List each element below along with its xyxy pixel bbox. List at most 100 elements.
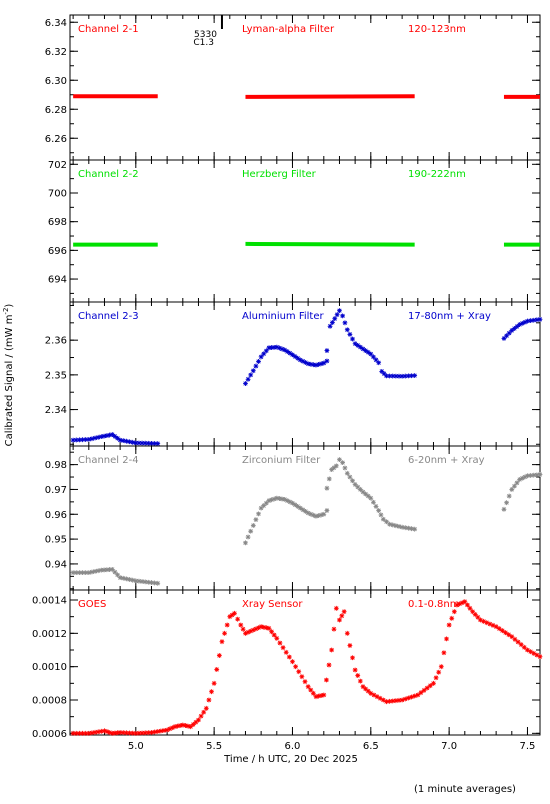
x-tick-label: 6.0 [285, 741, 301, 752]
data-point [149, 730, 154, 735]
data-point [167, 726, 173, 732]
channel-label: Channel 2-1 [78, 24, 139, 35]
data-point [534, 317, 540, 323]
data-point [300, 507, 306, 513]
data-point [89, 730, 95, 736]
data-point [107, 567, 112, 572]
data-point [377, 695, 383, 701]
data-point [164, 727, 170, 733]
data-point [387, 373, 392, 379]
data-point [219, 639, 225, 645]
data-point [198, 713, 204, 719]
data-point [519, 475, 525, 481]
data-point [347, 474, 353, 480]
data-point [318, 361, 324, 367]
data-point [337, 617, 342, 623]
data-point [517, 322, 523, 327]
data-point [341, 609, 347, 615]
data-point [271, 344, 277, 350]
data-point [101, 433, 107, 439]
data-point [384, 519, 389, 525]
data-point [337, 308, 342, 314]
data-point [326, 662, 332, 668]
data-point [287, 350, 293, 356]
data-point [337, 457, 342, 463]
data-point [145, 730, 151, 736]
data-point [290, 500, 295, 506]
y-tick-label: 700 [48, 188, 67, 199]
data-point [393, 523, 399, 529]
data-point [321, 360, 327, 366]
data-point [286, 654, 292, 660]
data-point [409, 526, 414, 532]
band-label: 190-222nm [408, 169, 466, 180]
data-point [444, 636, 449, 642]
data-point [339, 613, 345, 619]
data-point [227, 614, 233, 620]
data-point [537, 472, 543, 477]
data-point [318, 693, 324, 698]
data-point [274, 635, 280, 641]
y-tick-label: 0.0014 [32, 596, 67, 607]
y-tick-label: 2.35 [45, 370, 67, 381]
data-point [232, 610, 237, 616]
data-point [245, 376, 251, 382]
y-tick-label: 702 [48, 160, 67, 171]
data-point [431, 680, 436, 686]
data-point [360, 684, 366, 690]
data-point [248, 528, 254, 534]
data-point [350, 478, 355, 484]
data-point [374, 694, 380, 700]
data-point [324, 508, 330, 513]
data-point [169, 725, 175, 731]
data-point [512, 636, 518, 642]
y-tick-label: 0.96 [45, 510, 67, 521]
data-point [451, 609, 457, 615]
data-point [376, 360, 382, 366]
data-point [235, 616, 241, 622]
data-point [293, 664, 298, 670]
data-point [180, 722, 186, 728]
x-tick-label: 6.5 [363, 741, 379, 752]
series-channel-2-4 [70, 457, 543, 586]
data-point [142, 579, 148, 585]
y-tick-label: 0.98 [45, 460, 67, 471]
data-point [327, 323, 333, 329]
data-point [70, 730, 76, 736]
x-axis: 5.0 5.5 6.0 6.5 7.0 7.5 [128, 741, 536, 752]
data-point [253, 517, 259, 523]
data-point [379, 368, 385, 374]
data-point [256, 511, 261, 517]
panel-1: 6.26 6.28 6.30 6.32 6.34 Channel 2-1 Lyman-alp… [45, 14, 541, 161]
data-point [308, 511, 314, 517]
channel-label: Channel 2-3 [78, 311, 139, 322]
data-point [152, 729, 157, 735]
data-point [295, 355, 301, 361]
data-point [250, 523, 256, 528]
data-point [490, 622, 496, 628]
data-point [402, 696, 408, 702]
data-point [396, 697, 402, 703]
data-point [371, 692, 377, 698]
band-label: 0.1-0.8nm [408, 599, 460, 610]
data-point [399, 373, 405, 379]
data-point [446, 622, 452, 628]
data-point [396, 373, 402, 379]
data-point [310, 362, 316, 368]
data-point [350, 655, 355, 661]
data-point [261, 503, 267, 508]
data-point [115, 435, 120, 441]
data-point [86, 437, 92, 442]
data-point [365, 688, 371, 694]
data-point [73, 570, 79, 576]
data-point [152, 441, 157, 446]
data-point [80, 437, 85, 443]
data-point [266, 345, 272, 351]
y-tick-label: 0.0006 [32, 729, 67, 740]
data-point [86, 730, 92, 736]
channel-label: GOES [78, 599, 106, 610]
data-point [537, 316, 543, 322]
data-point [333, 605, 339, 611]
data-point [98, 434, 104, 440]
data-point [80, 570, 85, 576]
